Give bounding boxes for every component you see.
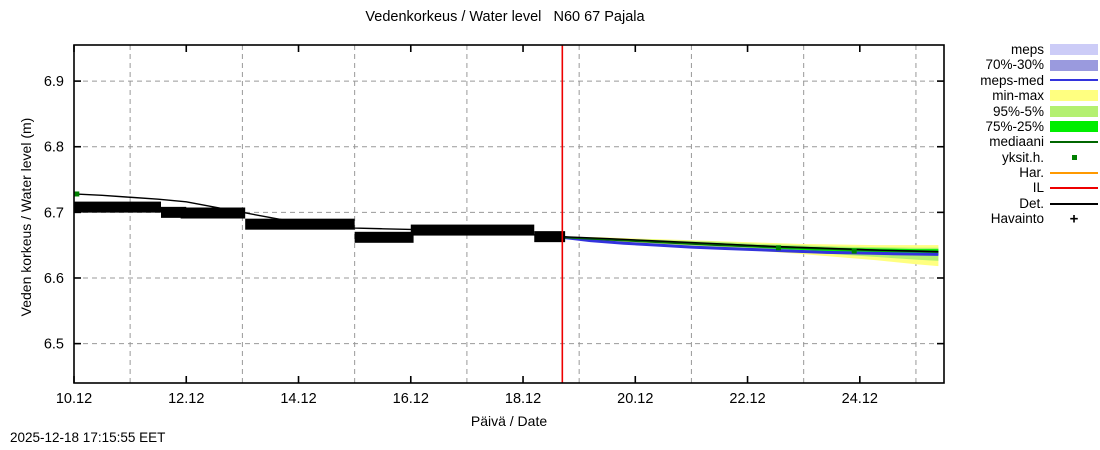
y-axis-tick-label: 6.8 bbox=[44, 140, 64, 156]
legend-marker: + bbox=[1069, 210, 1079, 228]
legend-marker bbox=[1050, 59, 1098, 71]
legend-swatch-band-icon bbox=[1050, 43, 1098, 56]
grid-lines bbox=[74, 45, 944, 383]
legend-swatch-line-icon bbox=[1050, 166, 1098, 179]
legend-item-mediaani: mediaani bbox=[952, 134, 1098, 149]
legend-item-label: min-max bbox=[992, 88, 1044, 104]
y-axis-tick-label: 6.5 bbox=[44, 337, 64, 353]
legend-item-label: Det. bbox=[1019, 195, 1044, 211]
legend-item-label: mediaani bbox=[989, 134, 1044, 150]
x-axis-title: Päivä / Date bbox=[470, 413, 548, 429]
x-axis-tick-label: 14.12 bbox=[280, 391, 316, 407]
series-observation-havainto bbox=[74, 201, 566, 243]
observation-segment bbox=[161, 206, 187, 218]
legend-item-95-5: 95%-5% bbox=[952, 104, 1098, 119]
x-axis-tick-label: 20.12 bbox=[617, 391, 653, 407]
legend-item-label: yksit.h. bbox=[1001, 149, 1044, 165]
series-line-meps-med bbox=[562, 235, 939, 256]
legend-marker bbox=[1050, 90, 1098, 102]
observation-segment bbox=[180, 207, 246, 219]
series-scatter-yksit-h bbox=[74, 191, 857, 254]
legend-marker bbox=[1050, 171, 1098, 174]
legend-item-label: 95%-5% bbox=[992, 103, 1044, 119]
observation-segment bbox=[410, 224, 535, 236]
chart-legend: meps 70%-30% meps-med min-max 95%-5% 75%-25% m… bbox=[952, 42, 1098, 227]
legend-swatch-plus-icon: + bbox=[1050, 210, 1098, 228]
observation-segment bbox=[245, 218, 355, 230]
x-axis-tick-label: 24.12 bbox=[842, 391, 878, 407]
chart-title: Vedenkorkeus / Water level N60 67 Pajala bbox=[365, 9, 645, 25]
legend-swatch-band-icon bbox=[1050, 59, 1098, 72]
scatter-point bbox=[851, 248, 857, 254]
legend-swatch-dot-icon bbox=[1050, 151, 1098, 164]
legend-marker bbox=[1071, 154, 1077, 160]
x-axis-tick-label: 16.12 bbox=[393, 391, 429, 407]
y-axis-tick-label: 6.9 bbox=[44, 74, 64, 90]
legend-item-75-25: 75%-25% bbox=[952, 119, 1098, 134]
legend-item-label: meps bbox=[1010, 41, 1044, 57]
legend-item-il: IL bbox=[952, 181, 1098, 196]
legend-item-70-30: 70%-30% bbox=[952, 57, 1098, 72]
x-axis-tick-label: 10.12 bbox=[56, 391, 92, 407]
y-axis-tick-label: 6.7 bbox=[44, 205, 64, 221]
legend-item-label: 75%-25% bbox=[985, 118, 1044, 134]
axes-frame bbox=[73, 44, 945, 384]
y-axis: 6.9 6.8 6.7 6.6 6.5 bbox=[44, 74, 944, 353]
legend-swatch-line-icon bbox=[1050, 197, 1098, 210]
legend-item-label: meps-med bbox=[980, 72, 1044, 88]
legend-swatch-line-icon bbox=[1050, 182, 1098, 195]
legend-swatch-band-icon bbox=[1050, 105, 1098, 118]
legend-item-label: Har. bbox=[1019, 165, 1044, 181]
legend-item-yksit-h: yksit.h. bbox=[952, 150, 1098, 165]
legend-item-havainto: Havainto + bbox=[952, 211, 1098, 226]
legend-marker bbox=[1050, 79, 1098, 82]
legend-marker bbox=[1050, 44, 1098, 56]
observation-segment bbox=[534, 231, 566, 243]
legend-marker bbox=[1050, 202, 1098, 205]
legend-marker bbox=[1050, 121, 1098, 133]
legend-swatch-line-icon bbox=[1050, 74, 1098, 87]
scatter-point bbox=[74, 191, 80, 197]
legend-item-meps-med: meps-med bbox=[952, 73, 1098, 88]
x-axis-tick-label: 22.12 bbox=[729, 391, 765, 407]
x-axis: 10.12 12.12 14.12 16.12 18.12 20.12 22.12 24.12 bbox=[56, 45, 878, 407]
legend-item-det: Det. bbox=[952, 196, 1098, 211]
legend-marker bbox=[1050, 105, 1098, 117]
x-axis-tick-label: 12.12 bbox=[168, 391, 204, 407]
legend-item-har: Har. bbox=[952, 165, 1098, 180]
generated-timestamp: 2025-12-18 17:15:55 EET bbox=[10, 430, 166, 445]
legend-swatch-line-icon bbox=[1050, 136, 1098, 149]
legend-item-min-max: min-max bbox=[952, 88, 1098, 103]
legend-item-meps: meps bbox=[952, 42, 1098, 57]
x-axis-tick-label: 18.12 bbox=[505, 391, 541, 407]
legend-marker bbox=[1050, 187, 1098, 190]
legend-item-label: IL bbox=[1032, 180, 1044, 196]
observation-segment bbox=[354, 231, 414, 243]
scatter-point bbox=[775, 245, 781, 251]
legend-marker bbox=[1050, 141, 1098, 144]
legend-swatch-band-icon bbox=[1050, 89, 1098, 102]
observation-segment bbox=[74, 201, 161, 213]
y-axis-tick-label: 6.6 bbox=[44, 271, 64, 287]
legend-swatch-band-icon bbox=[1050, 120, 1098, 133]
legend-item-label: Havainto bbox=[990, 211, 1044, 227]
legend-item-label: 70%-30% bbox=[985, 57, 1044, 73]
